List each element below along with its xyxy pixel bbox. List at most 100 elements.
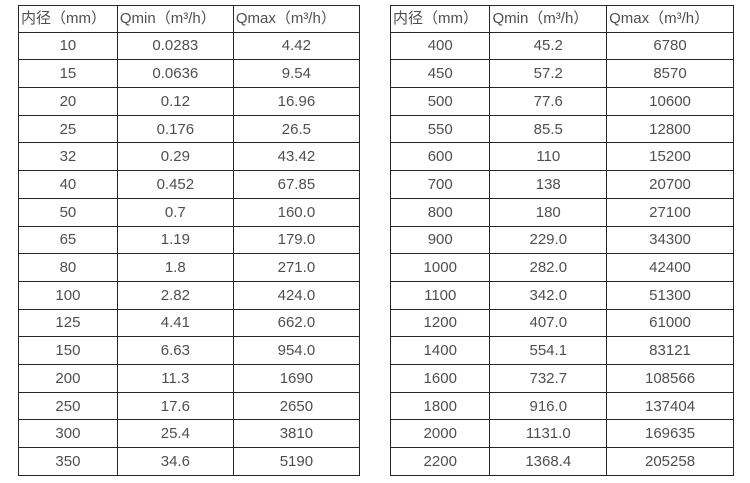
table-cell: 916.0: [489, 391, 608, 421]
table-header-row: 内径（mm） Qmin（m³/h） Qmax（m³/h）: [389, 5, 734, 33]
table-cell: 2000: [389, 419, 491, 449]
table-cell: 342.0: [489, 280, 608, 310]
table-cell: 1000: [389, 253, 491, 282]
table-cell: 1100: [389, 280, 491, 310]
table-cell: 5190: [232, 447, 361, 476]
table-cell: 900: [389, 225, 491, 255]
table-cell: 662.0: [232, 308, 361, 338]
table-cell: 0.0283: [116, 31, 234, 61]
table-row: 150 6.63 954.0: [18, 336, 361, 366]
table-cell: 110: [489, 142, 608, 172]
table-cell: 700: [389, 170, 491, 199]
column-header: Qmin（m³/h）: [489, 5, 608, 33]
table-row: 550 85.5 12800: [389, 114, 734, 144]
table-row: 32 0.29 43.42: [18, 142, 361, 172]
table-cell: 17.6: [116, 391, 234, 421]
table-cell: 25.4: [116, 419, 234, 449]
table-cell: 27100: [606, 197, 734, 227]
large-diameter-flow-table: 内径（mm） Qmin（m³/h） Qmax（m³/h） 400 45.2 6780 45…: [389, 5, 734, 476]
table-cell: 3810: [232, 419, 361, 449]
table-cell: 0.7: [116, 197, 234, 227]
table-cell: 4.42: [232, 31, 361, 61]
table-cell: 179.0: [232, 225, 361, 255]
table-cell: 32: [18, 142, 118, 172]
table-cell: 424.0: [232, 280, 361, 310]
table-row: 15 0.0636 9.54: [18, 59, 361, 88]
table-row: 2000 1131.0 169635: [389, 419, 734, 449]
table-row: 450 57.2 8570: [389, 59, 734, 88]
table-row: 80 1.8 271.0: [18, 253, 361, 282]
table-row: 1200 407.0 61000: [389, 308, 734, 338]
table-cell: 160.0: [232, 197, 361, 227]
table-cell: 8570: [606, 59, 734, 88]
table-cell: 1800: [389, 391, 491, 421]
table-cell: 554.1: [489, 336, 608, 366]
table-cell: 1400: [389, 336, 491, 366]
table-row: 300 25.4 3810: [18, 419, 361, 449]
table-cell: 450: [389, 59, 491, 88]
column-header: Qmax（m³/h）: [606, 5, 734, 33]
table-cell: 108566: [606, 364, 734, 393]
table-cell: 20700: [606, 170, 734, 199]
table-header-row: 内径（mm） Qmin（m³/h） Qmax（m³/h）: [18, 5, 361, 33]
table-row: 800 180 27100: [389, 197, 734, 227]
table-cell: 407.0: [489, 308, 608, 338]
table-cell: 0.452: [116, 170, 234, 199]
table-cell: 83121: [606, 336, 734, 366]
table-cell: 15200: [606, 142, 734, 172]
table-cell: 0.176: [116, 114, 234, 144]
table-header-row: 内径（mm） Qmin（m³/h） Qmax（m³/h）: [18, 5, 361, 33]
column-header: Qmax（m³/h）: [232, 5, 361, 33]
table-row: 1100 342.0 51300: [389, 280, 734, 310]
table-cell: 67.85: [232, 170, 361, 199]
table-cell: 80: [18, 253, 118, 282]
table-row: 350 34.6 5190: [18, 447, 361, 476]
table-cell: 1368.4: [489, 447, 608, 476]
table-cell: 1.8: [116, 253, 234, 282]
table-row: 400 45.2 6780: [389, 31, 734, 61]
table-cell: 34.6: [116, 447, 234, 476]
table-row: 25 0.176 26.5: [18, 114, 361, 144]
table-row: 1600 732.7 108566: [389, 364, 734, 393]
table-cell: 205258: [606, 447, 734, 476]
table-row: 900 229.0 34300: [389, 225, 734, 255]
table-cell: 1600: [389, 364, 491, 393]
table-row: 40 0.452 67.85: [18, 170, 361, 199]
column-header: 内径（mm）: [389, 5, 491, 33]
table-cell: 100: [18, 280, 118, 310]
table-row: 200 11.3 1690: [18, 364, 361, 393]
table-row: 10 0.0283 4.42: [18, 31, 361, 61]
table-cell: 26.5: [232, 114, 361, 144]
table-cell: 77.6: [489, 87, 608, 116]
table-cell: 10600: [606, 87, 734, 116]
table-body: 10 0.0283 4.42 15 0.0636 9.54 20 0.12 16.96 25 0.1…: [18, 31, 361, 476]
table-cell: 200: [18, 364, 118, 393]
table-cell: 4.41: [116, 308, 234, 338]
table-row: 2200 1368.4 205258: [389, 447, 734, 476]
table-cell: 138: [489, 170, 608, 199]
table-cell: 6780: [606, 31, 734, 61]
table-row: 65 1.19 179.0: [18, 225, 361, 255]
table-cell: 180: [489, 197, 608, 227]
table-cell: 45.2: [489, 31, 608, 61]
small-diameter-flow-table: 内径（mm） Qmin（m³/h） Qmax（m³/h） 10 0.0283 4.42 1…: [18, 5, 361, 476]
table-cell: 85.5: [489, 114, 608, 144]
table-cell: 1690: [232, 364, 361, 393]
table-cell: 150: [18, 336, 118, 366]
table-cell: 40: [18, 170, 118, 199]
table-cell: 25: [18, 114, 118, 144]
table-cell: 57.2: [489, 59, 608, 88]
table-row: 1400 554.1 83121: [389, 336, 734, 366]
table-cell: 800: [389, 197, 491, 227]
table-cell: 0.0636: [116, 59, 234, 88]
table-cell: 1.19: [116, 225, 234, 255]
table-cell: 6.63: [116, 336, 234, 366]
table-cell: 34300: [606, 225, 734, 255]
table-cell: 550: [389, 114, 491, 144]
table-cell: 350: [18, 447, 118, 476]
table-cell: 2200: [389, 447, 491, 476]
table-cell: 2650: [232, 391, 361, 421]
table-cell: 9.54: [232, 59, 361, 88]
table-cell: 0.12: [116, 87, 234, 116]
table-cell: 600: [389, 142, 491, 172]
